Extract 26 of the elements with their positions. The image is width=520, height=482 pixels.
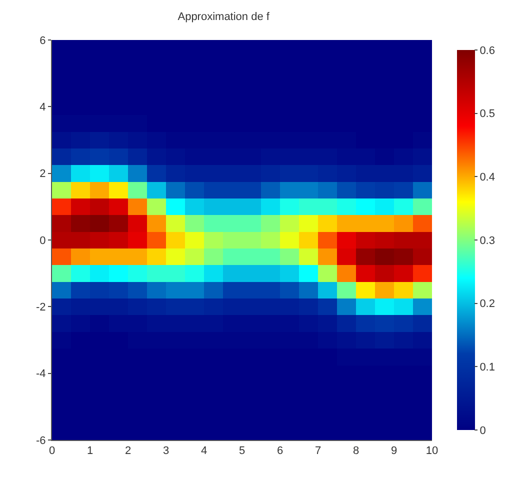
x-tick-label: 3	[162, 445, 170, 458]
y-tick-label: -6	[36, 434, 46, 447]
color-bar-label: 0.1	[480, 362, 495, 374]
color-bar-label: 0.4	[480, 172, 495, 184]
y-tick-label: 4	[40, 102, 46, 114]
x-tick-label: 4	[200, 445, 208, 458]
y-tick-label: -2	[36, 302, 46, 314]
color-bar-label: 0	[480, 424, 486, 437]
x-tick-label: 1	[86, 445, 94, 458]
x-tick-label: 6	[276, 445, 284, 458]
x-tick-label: 7	[314, 445, 322, 458]
x-tick-label: 5	[238, 445, 246, 458]
color-bar-label: 0.3	[480, 234, 495, 247]
y-tick-label: 2	[40, 168, 46, 180]
x-tick-label: 8	[352, 445, 360, 458]
x-tick-label: 2	[124, 445, 132, 458]
x-tick-label: 0	[48, 445, 56, 458]
color-bar-label: 0.6	[480, 44, 495, 57]
y-tick-label: -4	[36, 368, 46, 380]
color-bar-label: 0.2	[480, 298, 495, 310]
color-bar-label: 0.5	[480, 108, 495, 120]
y-tick-label: 6	[40, 34, 46, 47]
chart-title: Approximation de f	[178, 10, 270, 23]
x-tick-label: 9	[390, 445, 398, 458]
x-tick-label: 10	[426, 445, 438, 458]
y-tick-label: 0	[40, 234, 46, 247]
